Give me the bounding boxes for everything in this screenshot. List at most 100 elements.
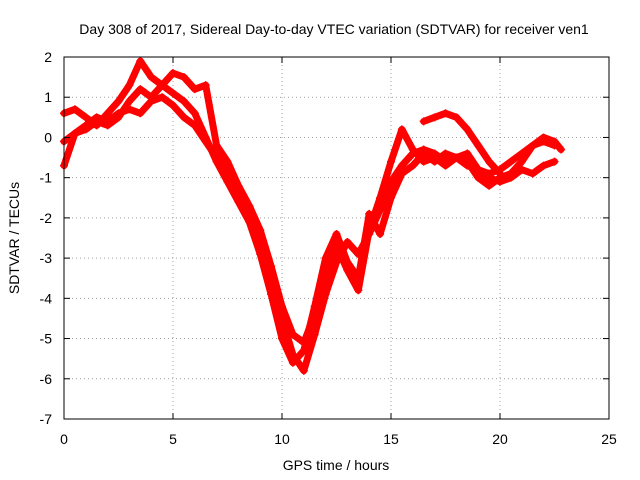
data-point-marker xyxy=(256,225,265,234)
y-tick-label: 1 xyxy=(44,89,52,105)
data-point-marker xyxy=(354,286,363,295)
data-point-marker xyxy=(528,169,537,178)
plot-frame xyxy=(63,56,610,420)
data-point-marker xyxy=(158,81,167,90)
data-point-marker xyxy=(452,113,461,122)
data-point-marker xyxy=(136,109,145,118)
data-point-marker xyxy=(114,113,123,122)
data-point-marker xyxy=(485,181,494,190)
y-tick-label: -1 xyxy=(40,170,53,186)
data-point-marker xyxy=(288,330,297,339)
y-tick-label: 0 xyxy=(44,129,52,145)
data-point-marker xyxy=(474,165,483,174)
x-axis-ticks: 0 5 10 15 20 25 xyxy=(60,57,617,447)
x-tick-label: 20 xyxy=(492,431,508,447)
y-tick-label: -5 xyxy=(40,331,53,347)
data-point-marker xyxy=(485,157,494,166)
data-point-marker xyxy=(397,169,406,178)
y-tick-label: -6 xyxy=(40,371,53,387)
x-tick-label: 0 xyxy=(60,431,68,447)
y-tick-label: -7 xyxy=(40,411,53,427)
data-point-marker xyxy=(103,121,112,130)
data-point-marker xyxy=(310,330,319,339)
data-point-marker xyxy=(419,149,428,158)
data-point-marker xyxy=(267,262,276,271)
data-point-marker xyxy=(299,366,308,375)
series-line xyxy=(60,81,558,367)
data-point-marker xyxy=(201,133,210,142)
data-point-marker xyxy=(125,97,134,106)
data-point-marker xyxy=(557,145,566,154)
data-point-marker xyxy=(332,229,341,238)
data-point-marker xyxy=(528,141,537,150)
y-tick-label: -4 xyxy=(40,290,53,306)
y-axis-label: SDTVAR / TECUs xyxy=(6,182,22,294)
data-point-marker xyxy=(179,73,188,82)
data-point-marker xyxy=(136,85,145,94)
x-tick-label: 15 xyxy=(383,431,399,447)
data-point-marker xyxy=(376,193,385,202)
data-point-marker xyxy=(343,238,352,247)
data-point-marker xyxy=(190,109,199,118)
data-point-marker xyxy=(441,161,450,170)
data-point-marker xyxy=(201,81,210,90)
data-point-marker xyxy=(343,258,352,267)
data-point-marker xyxy=(147,73,156,82)
data-point-marker xyxy=(430,157,439,166)
data-point-marker xyxy=(278,334,286,343)
data-point-marker xyxy=(125,81,134,90)
y-tick-label: -2 xyxy=(40,210,53,226)
data-point-marker xyxy=(190,85,199,94)
data-point-marker xyxy=(539,161,548,170)
data-point-marker xyxy=(550,157,559,166)
data-point-marker xyxy=(234,181,243,190)
data-point-marker xyxy=(463,149,472,158)
data-point-marker xyxy=(234,197,243,206)
x-tick-label: 10 xyxy=(274,431,290,447)
data-point-marker xyxy=(441,149,450,158)
data-point-marker xyxy=(179,113,188,122)
data-point-marker xyxy=(397,125,406,134)
data-point-marker xyxy=(354,274,363,283)
data-point-marker xyxy=(212,157,221,166)
data-point-marker xyxy=(550,141,559,150)
data-point-marker xyxy=(70,105,79,114)
x-tick-label: 25 xyxy=(601,431,617,447)
chart-title: Day 308 of 2017, Sidereal Day-to-day VTE… xyxy=(79,21,589,37)
data-point-marker xyxy=(408,161,417,170)
data-point-marker xyxy=(223,157,232,166)
data-point-marker xyxy=(92,117,101,126)
x-axis-label: GPS time / hours xyxy=(283,457,390,473)
data-point-marker xyxy=(506,157,515,166)
data-point-marker xyxy=(408,145,417,154)
data-point-marker xyxy=(169,89,177,98)
data-point-marker xyxy=(288,358,297,367)
data-point-marker xyxy=(169,101,177,110)
data-point-marker xyxy=(147,93,156,102)
data-point-marker xyxy=(430,113,439,122)
data-point-marker xyxy=(245,201,254,210)
data-point-marker xyxy=(212,141,221,150)
data-point-marker xyxy=(81,113,90,122)
data-point-marker xyxy=(463,125,472,134)
data-point-marker xyxy=(179,97,188,106)
data-point-marker xyxy=(136,57,145,66)
data-point-marker xyxy=(441,109,450,118)
data-point-marker xyxy=(365,209,374,218)
data-point-marker xyxy=(256,250,265,259)
data-point-marker xyxy=(245,217,254,226)
data-point-marker xyxy=(267,290,276,299)
data-point-marker xyxy=(474,141,483,150)
data-point-marker xyxy=(114,97,123,106)
data-point-marker xyxy=(299,346,308,355)
data-point-marker xyxy=(70,129,79,138)
data-point-marker xyxy=(419,117,428,126)
data-point-marker xyxy=(321,254,330,263)
data-point-marker xyxy=(506,169,515,178)
data-point-marker xyxy=(278,302,286,311)
data-point-marker xyxy=(158,93,167,102)
data-point-marker xyxy=(376,229,385,238)
data-point-marker xyxy=(485,169,494,178)
x-tick-label: 5 xyxy=(169,431,177,447)
data-point-marker xyxy=(103,109,112,118)
